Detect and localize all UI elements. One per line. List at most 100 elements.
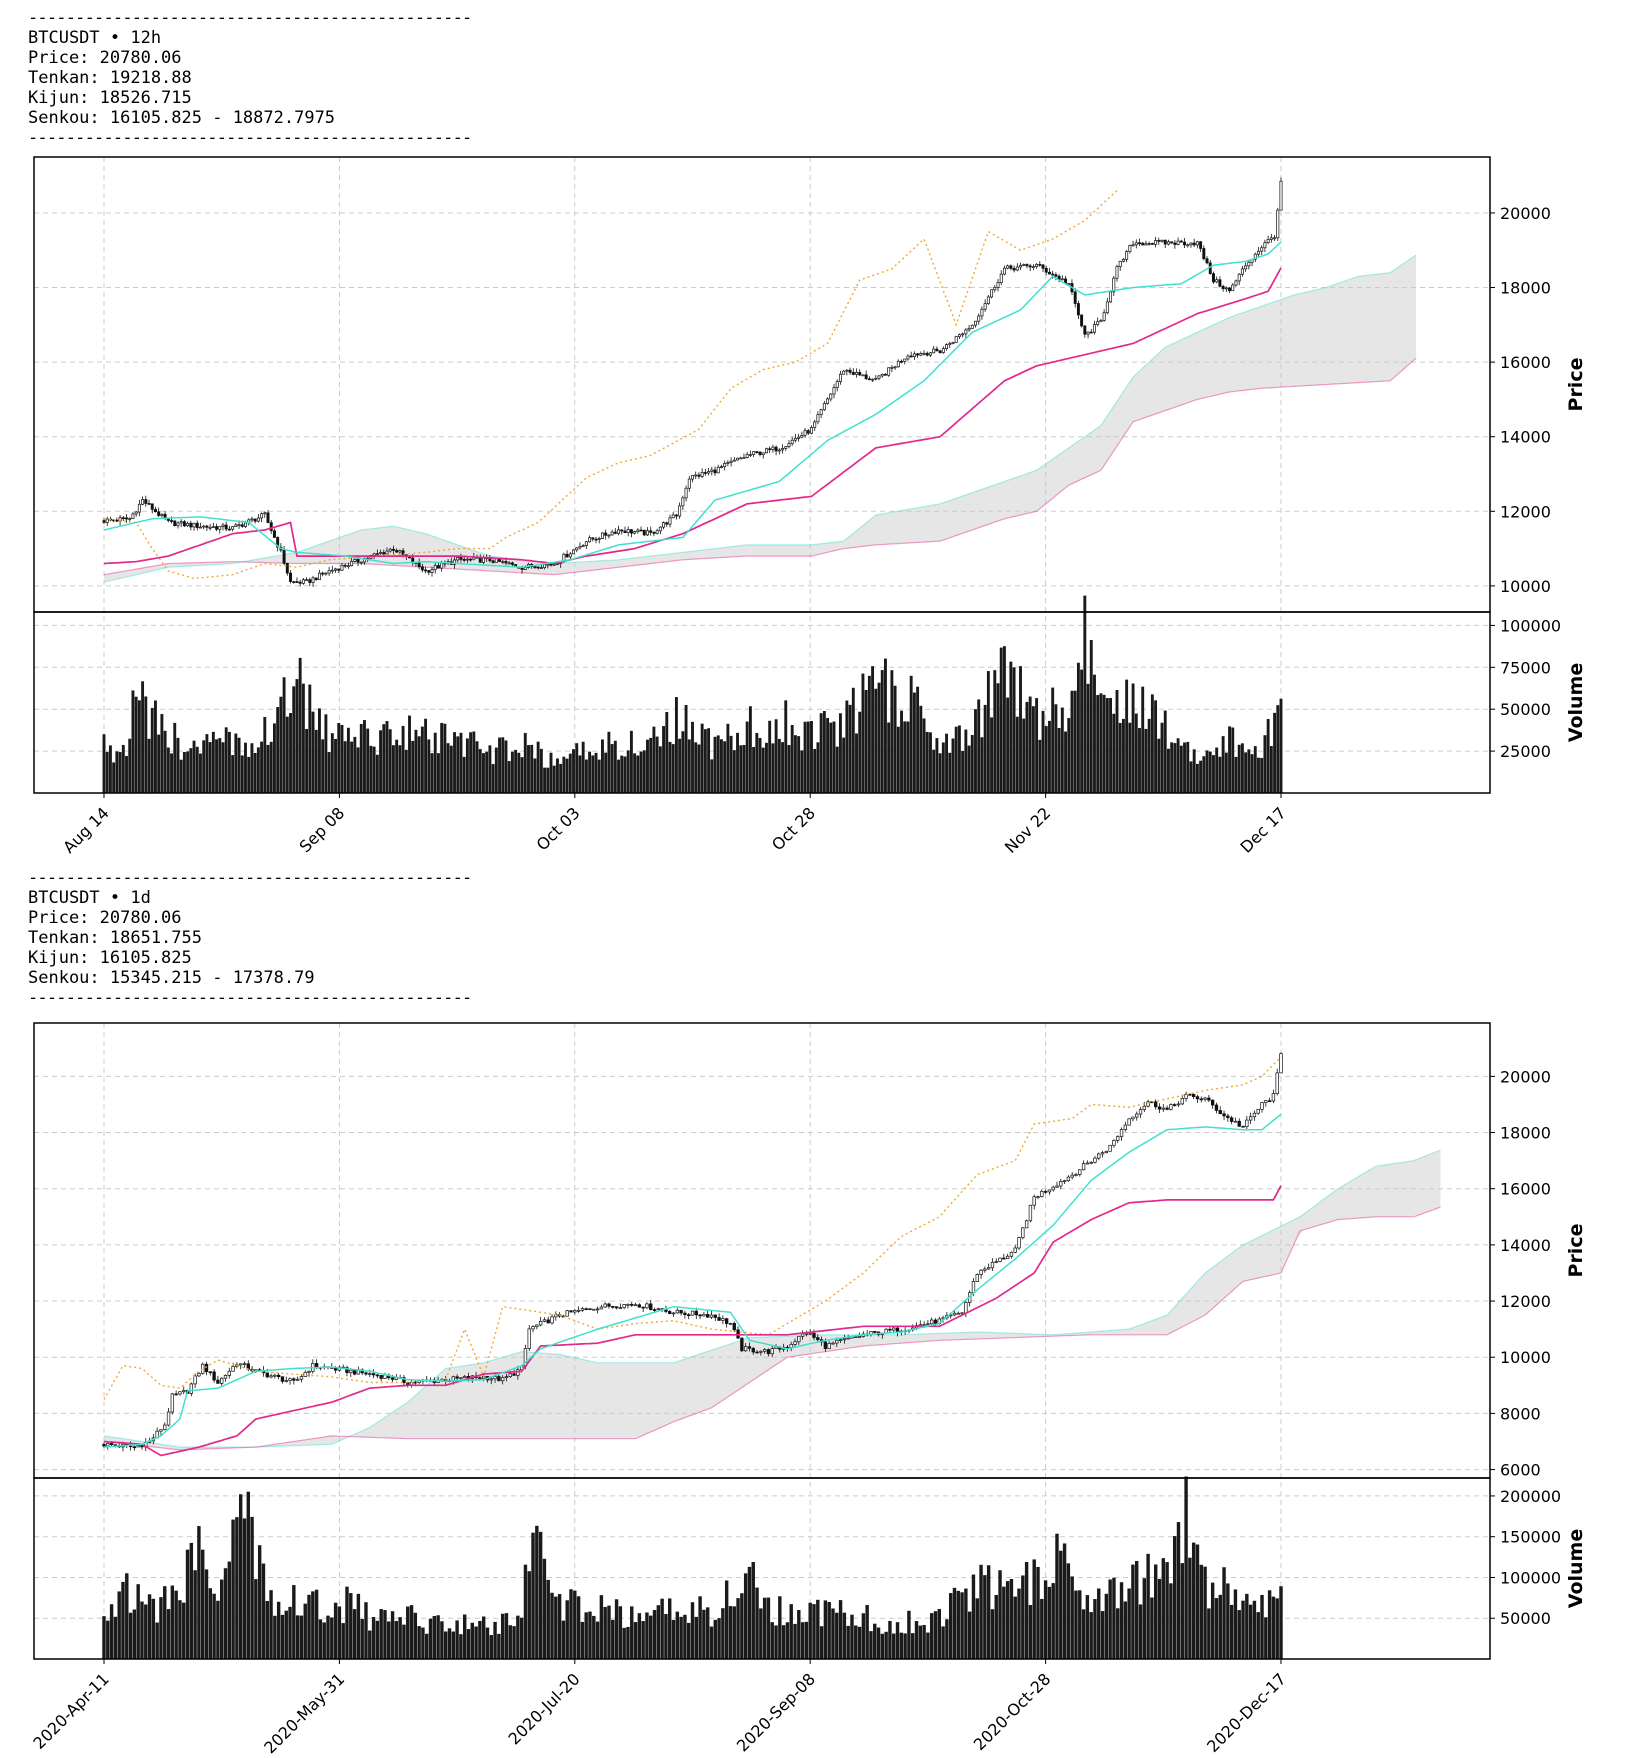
volume-bar	[160, 714, 164, 793]
candle-body	[343, 564, 347, 567]
candle-body	[896, 360, 900, 368]
candle-body	[385, 550, 389, 555]
candle-body	[333, 1368, 338, 1371]
volume-bar	[793, 735, 797, 793]
volume-bar	[876, 1627, 881, 1659]
candle-body	[508, 1373, 512, 1377]
volume-bar	[1195, 1544, 1200, 1659]
candle-body	[584, 1308, 588, 1310]
volume-bar	[488, 745, 492, 793]
volume-bar	[231, 1519, 235, 1659]
price-tick-label: 10000	[1500, 1348, 1551, 1367]
price-tick-label: 14000	[1500, 1236, 1551, 1255]
volume-bar	[747, 1566, 752, 1659]
candle-body	[755, 451, 759, 453]
volume-bar	[466, 1629, 471, 1659]
candle-body	[523, 567, 527, 570]
volume-bar	[284, 1610, 288, 1659]
price-tick-label: 14000	[1500, 428, 1551, 447]
volume-bar	[485, 1627, 490, 1659]
candle-body	[713, 1314, 717, 1318]
volume-bar	[265, 1600, 269, 1659]
volume-bar	[1115, 690, 1119, 793]
volume-tick-label: 75000	[1500, 658, 1551, 677]
volume-bar	[1100, 1611, 1105, 1659]
volume-bar	[394, 1620, 399, 1659]
candle-body	[317, 572, 321, 581]
candle-body	[379, 552, 383, 554]
candle-body	[244, 522, 247, 527]
volume-bar	[980, 737, 984, 793]
volume-bar	[687, 739, 691, 793]
volume-bar	[907, 1610, 911, 1659]
volume-bar	[417, 1626, 421, 1659]
volume-bar	[842, 737, 846, 793]
candle-body	[716, 466, 720, 474]
volume-bar	[636, 755, 640, 793]
volume-bar	[912, 692, 916, 793]
volume-pane-frame	[33, 1477, 1491, 1660]
volume-bar	[554, 1596, 558, 1659]
candle-body	[1189, 242, 1193, 246]
candle-body	[1192, 242, 1196, 246]
volume-bar	[406, 1606, 410, 1659]
volume-bar	[626, 750, 630, 793]
volume-bar	[877, 682, 881, 793]
candle-body	[835, 381, 839, 388]
volume-bar	[684, 705, 688, 793]
volume-bar	[253, 753, 257, 793]
candle-body	[604, 532, 608, 536]
volume-bar	[1191, 1542, 1196, 1659]
candle-body	[1035, 263, 1039, 267]
volume-bar	[713, 1619, 717, 1659]
volume-bar	[642, 750, 646, 793]
candle-body	[713, 469, 717, 474]
candle-body	[1100, 1152, 1105, 1155]
volume-bar	[1066, 1563, 1071, 1659]
volume-bar	[895, 1622, 900, 1659]
volume-bar	[823, 1600, 828, 1659]
volume-bar	[314, 1589, 319, 1659]
candle-body	[622, 1304, 626, 1308]
candle-body	[276, 1374, 281, 1378]
candle-body	[1021, 1227, 1025, 1238]
info-price: Price: 20780.06	[28, 908, 182, 928]
volume-bar	[1141, 686, 1145, 793]
candle-body	[736, 1329, 740, 1339]
volume-bar	[759, 1608, 763, 1659]
volume-bar	[1073, 690, 1077, 793]
candle-body	[189, 522, 193, 528]
candle-body	[857, 1336, 862, 1338]
candle-body	[372, 553, 376, 556]
candle-body	[273, 1374, 277, 1377]
volume-bar	[1267, 1590, 1272, 1659]
candle-body	[912, 353, 916, 357]
candle-body	[1054, 274, 1058, 277]
volume-bar	[470, 1622, 474, 1659]
volume-bar	[611, 1619, 615, 1659]
candle-body	[1275, 1072, 1279, 1094]
candle-body	[401, 550, 405, 556]
candle-body	[1269, 237, 1273, 240]
volume-bar	[755, 732, 759, 793]
candle-body	[284, 1380, 288, 1382]
volume-bar	[641, 1621, 645, 1659]
candle-body	[1013, 1247, 1017, 1253]
volume-bar	[425, 1633, 429, 1659]
volume-bar	[576, 1596, 581, 1659]
volume-bar	[709, 1626, 714, 1659]
volume-bar	[914, 1621, 919, 1659]
price-axis-label: Price	[1565, 358, 1587, 412]
volume-bar	[1275, 1598, 1279, 1659]
candle-body	[1240, 268, 1244, 275]
volume-bar	[607, 1605, 611, 1659]
candle-body	[620, 529, 624, 532]
candle-body	[1085, 1162, 1090, 1165]
volume-bar	[822, 711, 826, 793]
volume-bar	[1104, 1593, 1109, 1659]
candle-body	[462, 559, 466, 561]
candle-body	[755, 1351, 759, 1354]
candle-body	[941, 348, 945, 353]
volume-bar	[1121, 718, 1125, 793]
candle-body	[683, 1312, 687, 1315]
